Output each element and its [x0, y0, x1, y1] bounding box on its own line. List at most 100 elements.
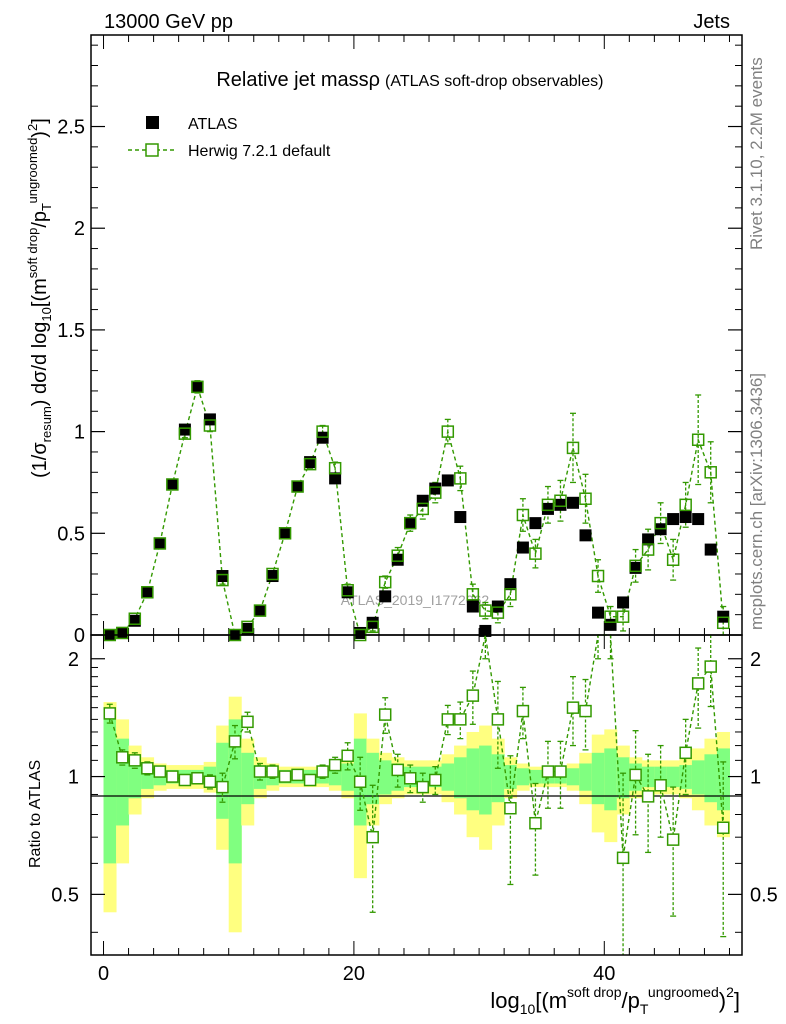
herwig-point [216, 573, 229, 587]
herwig-point [579, 492, 592, 505]
ratio-y-tick-label: 0.5 [51, 884, 79, 906]
ratio-y-tick-label-right: 1 [750, 767, 761, 789]
ratio-point [629, 768, 642, 782]
ratio-band-green [466, 748, 480, 811]
ratio-band-green [228, 719, 242, 864]
x-tick-label: 40 [593, 963, 615, 985]
chart-subtitle: (ATLAS soft-drop observables) [385, 73, 603, 90]
ratio-band-green [341, 763, 355, 791]
ratio-point [141, 762, 154, 775]
atlas-point [704, 543, 717, 556]
herwig-point [178, 427, 192, 440]
ratio-point [166, 770, 179, 783]
herwig-point [266, 567, 279, 581]
atlas-point [416, 494, 429, 507]
ratio-band-green [491, 754, 505, 803]
ratio-panel: 0.5 0.5 1 1 2 2 0 20 40 Ratio to ATLAS log10[(m… [27, 634, 778, 1017]
ratio-point [366, 830, 379, 844]
ratio-point [416, 780, 430, 794]
ratio-band-green [604, 748, 618, 811]
main-y-tick-label: 1 [74, 422, 85, 444]
atlas-point [454, 511, 467, 524]
herwig-point [616, 610, 630, 623]
xlabel-slash-p: /p [622, 988, 640, 1013]
atlas-point [566, 496, 579, 509]
herwig-point [654, 516, 667, 530]
ratio-point [291, 768, 304, 782]
main-y-tick-label: 0.5 [57, 523, 85, 545]
header-energy: 13000 GeV pp [104, 11, 233, 33]
main-y-tick-label: 0 [74, 625, 85, 647]
ratio-band-green [366, 752, 380, 805]
atlas-point [516, 541, 529, 554]
atlas-point [141, 586, 154, 599]
ratio-band-green [128, 757, 142, 799]
herwig-point [641, 543, 655, 556]
ratio-point [241, 715, 254, 729]
ratio-herwig-line [109, 634, 724, 858]
atlas-point [404, 517, 417, 530]
x-axis-label: log10[(msoft drop/pTungroomed)2] [490, 984, 740, 1017]
atlas-point [116, 626, 129, 639]
mcplots-label: mcplots.cern.ch [arXiv:1306.3436] [747, 373, 766, 630]
legend-atlas-label: ATLAS [188, 116, 238, 133]
legend: ATLAS Herwig 7.2.1 default [128, 116, 331, 160]
ratio-point [466, 689, 480, 702]
herwig-point [328, 461, 342, 475]
herwig-point [666, 553, 680, 566]
atlas-point [592, 606, 605, 619]
ratio-band-green [378, 760, 392, 795]
herwig-point [378, 575, 392, 589]
atlas-point [391, 553, 404, 566]
herwig-point [341, 584, 354, 597]
ratio-point [554, 765, 567, 778]
ratio-point [491, 713, 505, 726]
ratio-point [116, 751, 129, 764]
legend-atlas-marker [146, 116, 159, 129]
xlabel-bracket: [(m [535, 988, 567, 1013]
herwig-point [403, 516, 417, 530]
herwig-point [303, 457, 317, 471]
herwig-point [529, 547, 542, 560]
atlas-point [216, 570, 229, 583]
herwig-point [716, 616, 730, 630]
atlas-point [379, 590, 392, 603]
ylabel-sup-sd: soft drop [25, 228, 40, 279]
ratio-y-ticks: 0.5 0.5 1 1 2 2 [51, 649, 778, 933]
main-y-label: (1/σresum) dσ/d log10[(msoft drop/pTungr… [25, 118, 54, 478]
atlas-point [166, 478, 179, 491]
herwig-point [429, 486, 442, 499]
herwig-point [441, 425, 455, 438]
xlabel-sup-sd: soft drop [567, 984, 622, 1000]
ratio-point [378, 708, 392, 721]
atlas-point [604, 618, 617, 631]
atlas-point [541, 502, 554, 515]
ratio-y-tick-label: 1 [68, 767, 79, 789]
ratio-point [178, 773, 192, 787]
herwig-point [591, 569, 605, 583]
ratio-point [516, 704, 530, 718]
ratio-band-green [666, 766, 680, 788]
ratio-band-green [328, 768, 342, 786]
xlabel-end: ] [734, 988, 740, 1013]
ratio-point [316, 765, 329, 778]
atlas-point [429, 482, 442, 495]
ratio-point [253, 765, 267, 778]
ratio-y-tick-label-right: 2 [750, 649, 761, 671]
ratio-point [328, 758, 342, 772]
rivet-label: Rivet 3.1.10, 2.2M events [747, 57, 766, 250]
herwig-point [516, 508, 530, 522]
atlas-point [329, 472, 342, 485]
herwig-line [109, 384, 724, 637]
herwig-point [291, 480, 304, 493]
herwig-point [128, 612, 142, 625]
ratio-point [203, 775, 217, 788]
atlas-point [642, 533, 655, 546]
main-x-ticks [103, 35, 730, 635]
herwig-point [141, 586, 154, 599]
ratio-band-green [529, 769, 543, 784]
ratio-point [341, 749, 354, 763]
herwig-point [704, 466, 717, 479]
ratio-point [616, 851, 630, 865]
